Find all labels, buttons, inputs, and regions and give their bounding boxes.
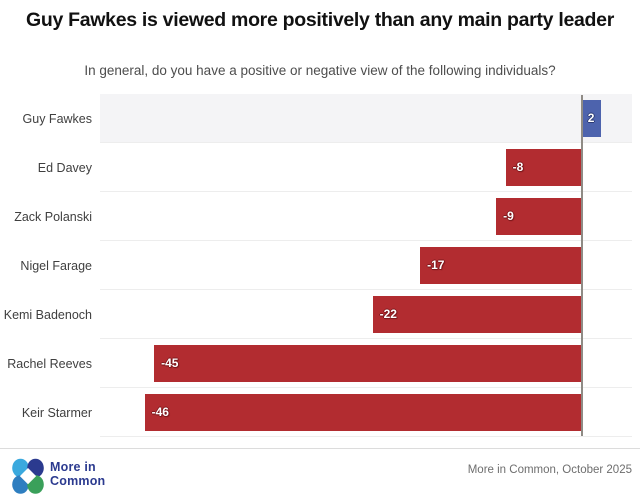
value-bar: -8: [505, 149, 582, 186]
value-label: 2: [587, 111, 595, 125]
chart-row: Keir Starmer -46: [0, 388, 640, 437]
value-label: -22: [379, 307, 397, 321]
row-plot: -45: [100, 339, 632, 388]
source-note: More in Common, October 2025: [467, 464, 632, 476]
chart-subtitle: In general, do you have a positive or ne…: [84, 63, 556, 78]
chart-row: Kemi Badenoch -22: [0, 290, 640, 339]
category-label: Rachel Reeves: [7, 356, 92, 371]
chart-row: Rachel Reeves -45: [0, 339, 640, 388]
logo-wordmark-line2: Common: [50, 474, 106, 488]
value-bar: -22: [372, 296, 582, 333]
value-bar: -46: [144, 394, 582, 431]
row-plot: -8: [100, 143, 632, 192]
row-plot: -22: [100, 290, 632, 339]
logo-wordmark-line1: More in: [50, 460, 96, 474]
value-bar: -9: [496, 198, 582, 235]
value-bar: 2: [581, 100, 601, 137]
value-bar: -17: [420, 247, 582, 284]
more-in-common-logo-icon: [12, 458, 44, 494]
value-label: -8: [512, 160, 524, 174]
bar-chart: Guy Fawkes 2 Ed Davey -8 Zack Polanski -9 Nige…: [0, 94, 640, 437]
value-bar: -45: [154, 345, 582, 382]
value-label: -46: [151, 405, 169, 419]
category-label: Kemi Badenoch: [3, 307, 92, 322]
zero-axis-line: [580, 95, 583, 436]
value-label: -45: [161, 356, 179, 370]
chart-row: Nigel Farage -17: [0, 241, 640, 290]
footer-divider: [0, 448, 640, 449]
row-plot: 2: [100, 94, 632, 143]
value-label: -17: [427, 258, 445, 272]
row-plot: -17: [100, 241, 632, 290]
category-label: Keir Starmer: [21, 405, 92, 420]
category-label: Ed Davey: [37, 160, 92, 175]
page-title: Guy Fawkes is viewed more positively tha…: [25, 9, 614, 31]
chart-row: Zack Polanski -9: [0, 192, 640, 241]
chart-row: Ed Davey -8: [0, 143, 640, 192]
category-label: Guy Fawkes: [22, 111, 92, 126]
row-plot: -9: [100, 192, 632, 241]
category-label: Zack Polanski: [14, 209, 92, 224]
category-label: Nigel Farage: [20, 258, 92, 273]
value-label: -9: [503, 209, 514, 223]
row-plot: -46: [100, 388, 632, 437]
logo-wordmark: More in Common: [50, 460, 105, 488]
chart-row: Guy Fawkes 2: [0, 94, 640, 143]
